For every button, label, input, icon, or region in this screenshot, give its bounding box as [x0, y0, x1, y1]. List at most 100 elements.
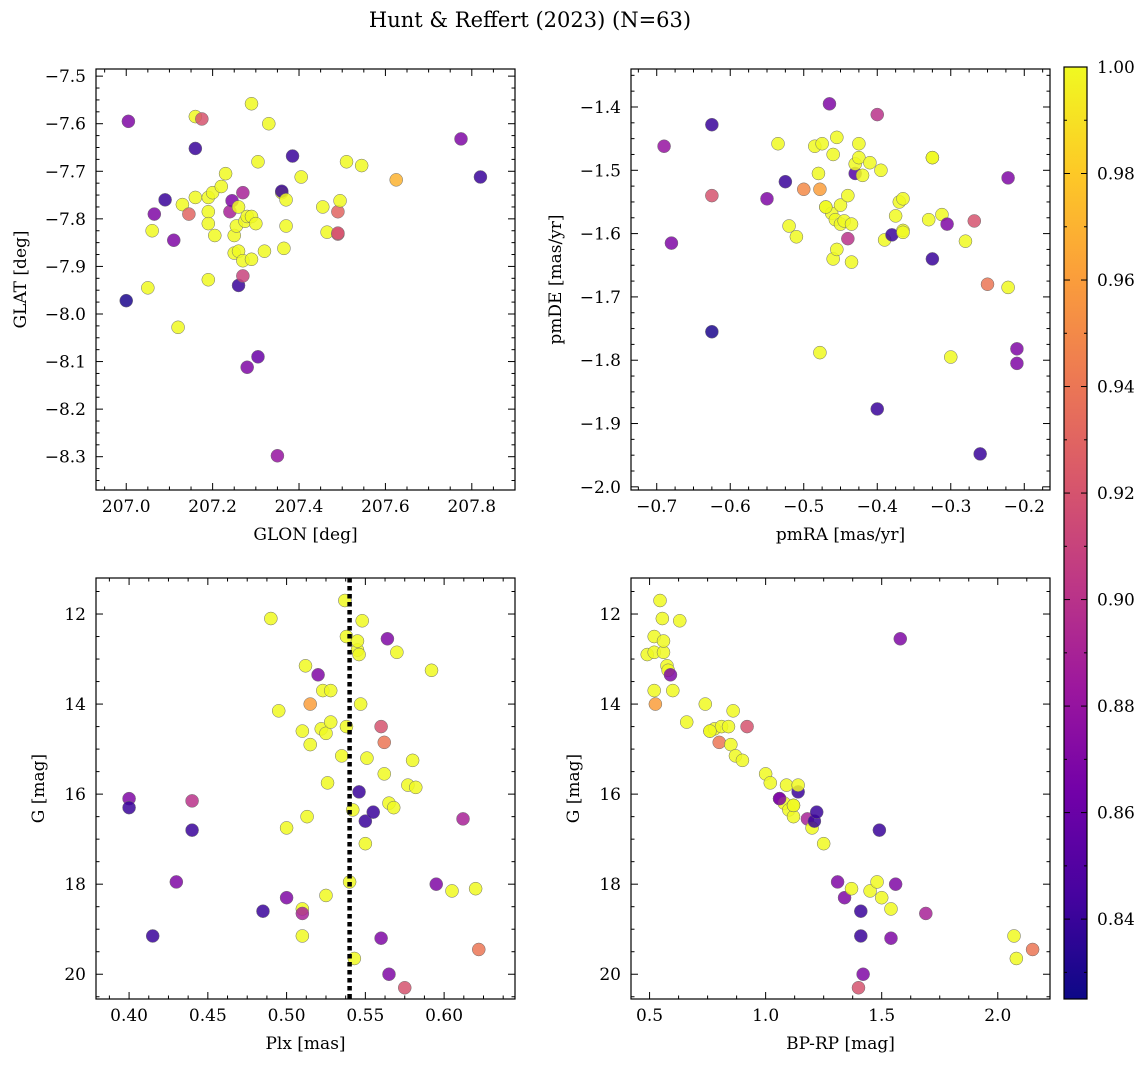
data-point [405, 753, 420, 768]
data-point [844, 217, 859, 231]
data-point [653, 593, 667, 608]
data-point [870, 107, 885, 122]
data-point [353, 697, 368, 711]
data-point [852, 150, 866, 165]
data-point [822, 97, 837, 111]
data-point [863, 884, 877, 898]
data-point [300, 809, 314, 824]
data-point [1007, 929, 1021, 943]
data-point [339, 155, 354, 169]
colorbar-tick-label: 0.84 [1097, 910, 1135, 930]
y-tick-label: −1.6 [580, 225, 621, 245]
data-point [188, 190, 203, 205]
data-point [279, 193, 293, 207]
data-point [358, 836, 373, 851]
colorbar-tick-label: 0.86 [1097, 804, 1135, 824]
data-point [830, 875, 845, 889]
y-tick-label: 14 [64, 695, 86, 715]
data-point [830, 242, 844, 257]
x-tick-label: 2.0 [984, 1006, 1011, 1026]
data-point [921, 212, 936, 227]
data-point [826, 147, 840, 162]
data-point [870, 402, 885, 416]
y-tick-label: −7.9 [45, 257, 86, 277]
data-point [796, 182, 811, 197]
data-point [262, 116, 276, 131]
data-point [740, 719, 754, 734]
data-point [884, 902, 898, 916]
data-point [893, 632, 908, 646]
colorbar-tick-label: 0.94 [1097, 378, 1135, 398]
data-point [386, 800, 401, 815]
data-point [663, 668, 678, 682]
data-point [647, 683, 661, 698]
data-point [726, 704, 740, 718]
data-point [851, 980, 866, 995]
points-pm [657, 97, 1024, 461]
x-tick-label: 1.0 [752, 1006, 779, 1026]
data-point [331, 226, 345, 240]
data-point [355, 614, 369, 628]
y-tick-label: 18 [64, 875, 86, 895]
y-axis-label: GLAT [deg] [11, 230, 31, 328]
data-point [791, 778, 805, 792]
data-point [397, 980, 412, 995]
data-point [944, 350, 958, 364]
data-point [833, 198, 848, 212]
data-point [366, 805, 380, 819]
data-point [656, 634, 671, 648]
data-point [256, 904, 270, 918]
data-point [655, 611, 670, 626]
data-point [874, 890, 889, 905]
figure-title: Hunt & Reffert (2023) (N=63) [369, 8, 691, 32]
y-tick-label: −1.8 [580, 351, 621, 371]
data-point [334, 749, 349, 763]
y-tick-label: −1.5 [580, 161, 621, 181]
x-tick-label: −0.3 [930, 497, 971, 517]
data-point [813, 345, 827, 360]
data-point [809, 805, 824, 819]
data-point [249, 216, 263, 231]
data-point [167, 233, 181, 248]
y-tick-label: −8.2 [45, 400, 86, 420]
data-point [967, 214, 982, 228]
colorbar-tick-label: 0.92 [1097, 484, 1135, 504]
data-point [352, 785, 366, 799]
data-point [698, 697, 713, 711]
x-tick-label: −0.6 [710, 497, 751, 517]
data-point [382, 967, 396, 981]
y-tick-label: 20 [64, 965, 86, 985]
x-axis-label: GLON [deg] [253, 525, 357, 545]
data-point [664, 236, 679, 250]
data-point [294, 170, 308, 184]
data-point [679, 715, 694, 729]
data-point [240, 360, 254, 375]
data-point [311, 668, 325, 682]
data-point [657, 139, 671, 153]
data-point [409, 780, 423, 795]
data-point [472, 942, 486, 957]
data-point [277, 241, 291, 256]
data-point [380, 632, 395, 646]
data-point [735, 753, 750, 768]
y-tick-label: −1.4 [580, 98, 621, 118]
data-point [121, 114, 136, 129]
plot-frame [95, 68, 516, 491]
data-point [872, 823, 887, 837]
data-point [854, 929, 868, 943]
data-point [147, 207, 162, 221]
data-point [390, 645, 404, 660]
data-point [855, 168, 870, 183]
y-tick-label: 14 [599, 695, 621, 715]
y-tick-label: 12 [599, 605, 621, 625]
data-point [201, 204, 216, 219]
data-point [786, 798, 801, 813]
x-tick-label: 0.50 [268, 1006, 306, 1026]
data-point [295, 906, 310, 921]
data-point [854, 904, 868, 918]
x-axis-label: BP-RP [mag] [786, 1034, 895, 1054]
panel-pm: −0.7 −0.6 −0.5 −0.4 −0.3 −0.2 −1.4 −1.5 −1.6 −1.7… [546, 68, 1051, 545]
data-point [445, 884, 459, 898]
data-point [779, 778, 794, 792]
x-tick-label: 0.5 [636, 1006, 663, 1026]
